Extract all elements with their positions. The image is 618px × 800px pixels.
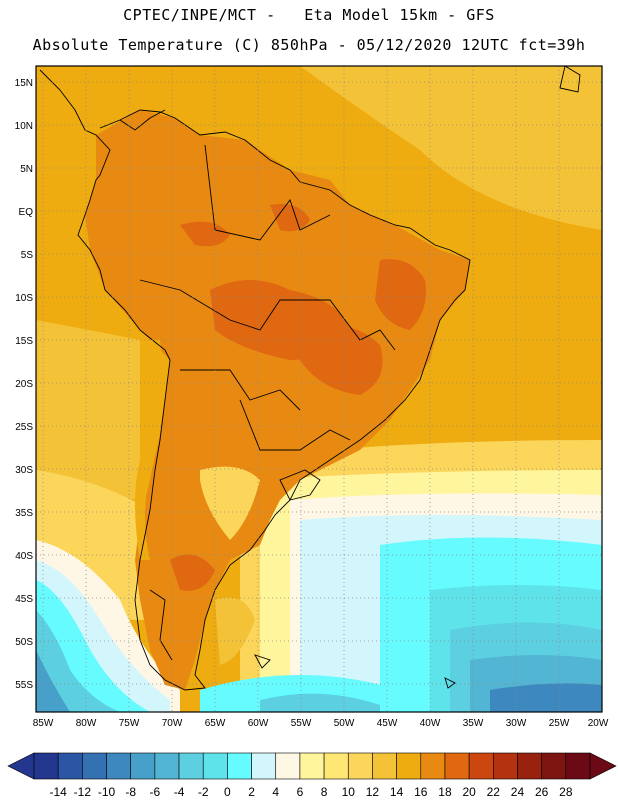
colorbar-swatch: [347, 752, 373, 780]
colorbar-swatch: [396, 752, 422, 780]
lat-label: 10N: [15, 121, 33, 132]
colorbar-tick-label: 10: [342, 785, 356, 799]
lat-label: 45S: [15, 594, 33, 605]
map-frame: [35, 65, 603, 713]
lat-label: 15N: [15, 78, 33, 89]
colorbar: [7, 752, 617, 780]
longitude-labels: 85W 80W 75W 70W 65W 60W 55W 50W 45W 40W …: [33, 718, 609, 729]
lon-label: 80W: [76, 718, 97, 729]
map-title-model: CPTEC/INPE/MCT - Eta Model 15km - GFS: [123, 6, 495, 24]
lat-label: 25S: [15, 422, 33, 433]
lat-label: 55S: [15, 680, 33, 691]
colorbar-swatch: [130, 752, 156, 780]
lon-label: 75W: [119, 718, 140, 729]
colorbar-swatch: [493, 752, 518, 780]
colorbar-swatch: [299, 752, 325, 780]
colorbar-swatch: [517, 752, 542, 780]
colorbar-tick-label: -12: [74, 785, 92, 799]
colorbar-swatch: [154, 752, 180, 780]
lon-label: 30W: [506, 718, 527, 729]
colorbar-swatch: [468, 752, 494, 780]
latitude-labels: 15N 10N 5N EQ 5S 10S 15S 20S 25S 30S 35S…: [15, 78, 34, 691]
lon-label: 40W: [420, 718, 441, 729]
lat-label: EQ: [19, 207, 34, 218]
colorbar-swatch: [57, 752, 83, 780]
lat-label: 30S: [15, 465, 33, 476]
colorbar-swatch: [565, 752, 591, 780]
colorbar-swatch: [323, 752, 349, 780]
lon-label: 65W: [205, 718, 226, 729]
lon-label: 20W: [588, 718, 609, 729]
colorbar-tick-label: -4: [174, 785, 185, 799]
lon-label: 55W: [291, 718, 312, 729]
colorbar-tick-label: -8: [125, 785, 136, 799]
colorbar-tick-label: 6: [297, 785, 304, 799]
colorbar-tick-label: 8: [321, 785, 328, 799]
lon-label: 45W: [377, 718, 398, 729]
colorbar-swatch: [444, 752, 470, 780]
colorbar-swatch: [541, 752, 567, 780]
lat-label: 5N: [20, 164, 33, 175]
temperature-field: [36, 66, 602, 712]
colorbar-tick-label: -10: [98, 785, 116, 799]
colorbar-tick-label: -2: [198, 785, 209, 799]
colorbar-tick-label: 28: [559, 785, 573, 799]
lat-label: 20S: [15, 379, 33, 390]
colorbar-tick-label: -14: [50, 785, 68, 799]
colorbar-tick-label: 22: [487, 785, 501, 799]
colorbar-tick-label: 18: [438, 785, 452, 799]
colorbar-tick-label: 12: [366, 785, 380, 799]
colorbar-swatch: [420, 752, 446, 780]
colorbar-tick-label: 26: [535, 785, 549, 799]
map-title-variable: Absolute Temperature (C) 850hPa - 05/12/…: [32, 36, 586, 54]
colorbar-swatch: [227, 752, 252, 780]
colorbar-swatch: [251, 752, 277, 780]
lon-label: 50W: [334, 718, 355, 729]
lat-label: 10S: [15, 293, 33, 304]
lon-label: 60W: [248, 718, 269, 729]
colorbar-tick-label: 24: [511, 785, 525, 799]
colorbar-swatch: [106, 752, 131, 780]
lon-label: 25W: [549, 718, 570, 729]
colorbar-tick-label: 16: [414, 785, 428, 799]
colorbar-swatch: [275, 752, 301, 780]
colorbar-swatch: [82, 752, 107, 780]
colorbar-swatch: [202, 752, 228, 780]
colorbar-tick-label: 2: [248, 785, 255, 799]
colorbar-tick-label: -6: [150, 785, 161, 799]
lat-label: 15S: [15, 336, 33, 347]
colorbar-tick-label: 20: [462, 785, 476, 799]
colorbar-arrow-high: [589, 752, 617, 780]
colorbar-tick-label: 4: [272, 785, 279, 799]
colorbar-arrow-low: [7, 752, 35, 780]
lon-label: 70W: [162, 718, 183, 729]
colorbar-swatch: [178, 752, 204, 780]
colorbar-swatch: [372, 752, 397, 780]
colorbar-tick-labels: -14 -12 -10 -8 -6 -4 -2 0 2 4 6 8 10 12 14 16 18 20 22 24 26…: [50, 785, 573, 799]
lon-label: 85W: [33, 718, 54, 729]
lat-label: 50S: [15, 637, 33, 648]
coastline-outline: [39, 66, 581, 691]
colorbar-swatch: [33, 752, 59, 780]
lat-label: 35S: [15, 508, 33, 519]
lat-label: 40S: [15, 551, 33, 562]
colorbar-tick-label: 14: [390, 785, 404, 799]
colorbar-tick-label: 0: [224, 785, 231, 799]
lat-label: 5S: [21, 250, 34, 261]
lon-label: 35W: [463, 718, 484, 729]
